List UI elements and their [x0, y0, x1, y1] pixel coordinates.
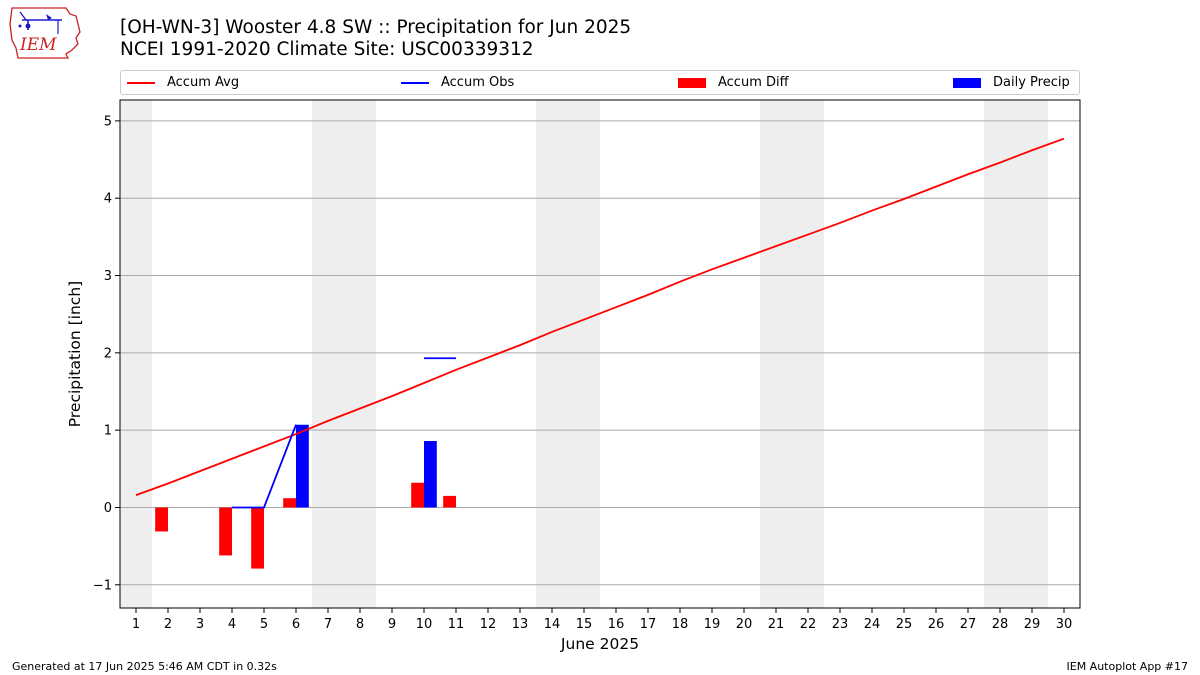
x-tick-label: 7	[324, 617, 332, 632]
footer-generated: Generated at 17 Jun 2025 5:46 AM CDT in …	[12, 660, 277, 673]
bar-accum-diff	[155, 507, 168, 532]
x-tick-label: 16	[608, 617, 625, 632]
x-tick-label: 29	[1024, 617, 1041, 632]
x-tick-label: 18	[672, 617, 689, 632]
x-tick-label: 20	[736, 617, 753, 632]
x-tick-label: 5	[260, 617, 268, 632]
iem-logo: IEM	[9, 7, 81, 59]
x-tick-label: 14	[544, 617, 561, 632]
legend-item-accum-obs: Accum Obs	[401, 71, 514, 94]
bar-accum-diff	[251, 507, 264, 569]
plot-frame	[119, 99, 1081, 609]
chart-subtitle: NCEI 1991-2020 Climate Site: USC00339312	[120, 39, 534, 60]
x-tick-label: 13	[512, 617, 529, 632]
x-tick-label: 6	[292, 617, 300, 632]
bar-daily-precip	[424, 440, 437, 508]
legend-swatch-accum-diff	[678, 77, 706, 88]
legend-label-daily-precip: Daily Precip	[993, 75, 1070, 90]
x-tick-label: 26	[928, 617, 945, 632]
line-accum-obs	[232, 424, 297, 509]
x-tick-label: 28	[992, 617, 1009, 632]
footer-app: IEM Autoplot App #17	[1066, 660, 1189, 673]
x-tick-label: 23	[832, 617, 849, 632]
x-tick-label: 12	[480, 617, 497, 632]
y-tick-label: 0	[104, 501, 112, 516]
x-tick-label: 9	[388, 617, 396, 632]
legend-swatch-accum-avg	[127, 81, 155, 84]
y-tick-label: −1	[93, 578, 112, 593]
x-tick-label: 22	[800, 617, 817, 632]
weekend-band	[760, 100, 824, 608]
y-tick-label: 1	[104, 424, 112, 439]
legend-swatch-accum-obs	[401, 81, 429, 84]
legend-swatch-daily-precip	[953, 77, 981, 88]
legend: Accum Avg Accum Obs Accum Diff Daily Pre…	[120, 70, 1080, 95]
bar-daily-precip	[296, 424, 309, 508]
y-axis-label: Precipitation [inch]	[66, 281, 84, 427]
legend-item-accum-diff: Accum Diff	[678, 71, 789, 94]
x-tick-label: 4	[228, 617, 236, 632]
bar-accum-diff	[283, 498, 296, 508]
x-tick-label: 10	[416, 617, 433, 632]
x-tick-label: 17	[640, 617, 657, 632]
x-tick-label: 1	[132, 617, 140, 632]
x-tick-label: 27	[960, 617, 977, 632]
legend-label-accum-avg: Accum Avg	[167, 75, 240, 90]
y-tick-label: 2	[104, 346, 112, 361]
x-tick-label: 30	[1056, 617, 1073, 632]
chart-title: [OH-WN-3] Wooster 4.8 SW :: Precipitatio…	[120, 17, 632, 38]
y-tick-label: 4	[104, 192, 112, 207]
legend-item-daily-precip: Daily Precip	[953, 71, 1070, 94]
x-tick-label: 24	[864, 617, 881, 632]
bar-accum-diff	[411, 482, 424, 508]
bar-accum-diff	[219, 507, 232, 556]
x-tick-label: 11	[448, 617, 465, 632]
x-tick-label: 21	[768, 617, 785, 632]
bar-accum-diff	[443, 495, 456, 508]
x-tick-label: 3	[196, 617, 204, 632]
x-tick-label: 15	[576, 617, 593, 632]
logo-text: IEM	[19, 35, 57, 55]
x-tick-label: 19	[704, 617, 721, 632]
weekend-band	[984, 100, 1048, 608]
x-axis-label: June 2025	[560, 635, 639, 653]
y-tick-label: 5	[104, 114, 112, 129]
legend-label-accum-diff: Accum Diff	[718, 75, 789, 90]
x-tick-label: 2	[164, 617, 172, 632]
legend-item-accum-avg: Accum Avg	[127, 71, 239, 94]
weekend-band	[120, 100, 152, 608]
legend-label-accum-obs: Accum Obs	[441, 75, 515, 90]
weekend-band	[536, 100, 600, 608]
y-tick-label: 3	[104, 269, 112, 284]
x-tick-label: 8	[356, 617, 364, 632]
x-tick-label: 25	[896, 617, 913, 632]
weekend-band	[312, 100, 376, 608]
